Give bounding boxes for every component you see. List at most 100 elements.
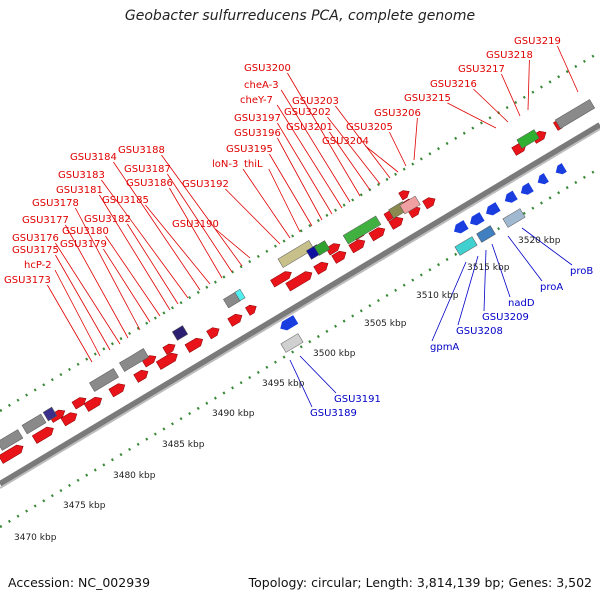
reverse-gene-label: proB <box>570 266 593 277</box>
backbone-line <box>0 122 600 487</box>
forward-gene-label: GSU3177 <box>22 215 69 226</box>
forward-gene-label: loN-3 <box>212 159 238 170</box>
leader-line-forward <box>280 89 351 203</box>
genome-backbone <box>0 122 600 489</box>
leader-line-reverse <box>521 227 573 266</box>
leader-line-forward <box>365 145 399 173</box>
leader-line-reverse <box>299 355 337 394</box>
gene-block <box>171 325 189 341</box>
forward-gene-label: GSU3186 <box>126 178 173 189</box>
forward-gene <box>31 426 54 444</box>
forward-gene-label: GSU3201 <box>286 122 333 133</box>
forward-gene-label: cheA-3 <box>244 80 279 91</box>
leader-line-forward <box>389 131 407 167</box>
forward-gene <box>60 412 78 427</box>
forward-gene <box>206 327 220 340</box>
forward-gene <box>48 409 66 423</box>
leader-line-forward <box>287 72 361 197</box>
leader-line-forward <box>161 154 243 267</box>
ruler-tick-label: 3505 kbp <box>364 319 407 329</box>
leader-line-forward <box>105 235 161 317</box>
forward-gene-label: GSU3217 <box>458 64 505 75</box>
leader-line-forward <box>327 116 381 185</box>
reverse-gene-block <box>502 208 526 228</box>
reverse-gene-label: nadD <box>508 298 535 309</box>
reverse-gene <box>555 163 567 175</box>
forward-gene-label: GSU3205 <box>346 122 393 133</box>
leader-line-forward <box>335 105 391 179</box>
reverse-gene-label: proA <box>540 282 563 293</box>
ruler-tick-label: 3500 kbp <box>313 349 356 359</box>
leader-line-forward <box>242 168 291 239</box>
leader-line-reverse <box>431 261 467 342</box>
forward-gene-label: GSU3175 <box>12 245 59 256</box>
leader-line-reverse <box>507 235 543 282</box>
gene-block <box>42 406 58 422</box>
ruler-tick-label: 3470 kbp <box>14 533 57 543</box>
leader-line-forward <box>473 88 509 123</box>
leader-line-forward <box>277 137 323 221</box>
leader-line-forward <box>215 228 251 259</box>
forward-gene-label: GSU3195 <box>226 144 273 155</box>
reverse-gene-block <box>280 333 304 353</box>
leader-line-forward <box>276 104 343 209</box>
leader-line-forward <box>99 194 171 311</box>
forward-gene-label: GSU3176 <box>12 233 59 244</box>
accession-text: Accession: NC_002939 <box>8 575 151 590</box>
reverse-gene <box>504 190 518 203</box>
forward-gene-label: GSU3200 <box>244 63 291 74</box>
leader-line-reverse <box>491 243 511 298</box>
reverse-gene-label: GSU3189 <box>310 408 357 419</box>
forward-gene-label: GSU3196 <box>234 128 281 139</box>
forward-gene-label: GSU3183 <box>58 170 105 181</box>
gene-block <box>342 215 382 245</box>
forward-gene-label: GSU3179 <box>60 239 107 250</box>
leader-line-reverse <box>483 249 487 312</box>
forward-gene <box>331 250 347 264</box>
leader-line-forward <box>501 73 521 117</box>
reverse-gene-label: GSU3209 <box>482 312 529 323</box>
ruler-tick-label: 3520 kbp <box>518 236 561 246</box>
leader-line-forward <box>47 284 93 363</box>
leader-line-reverse <box>289 359 313 408</box>
reverse-gene <box>485 202 501 216</box>
forward-gene-label: hcP-2 <box>24 260 52 271</box>
forward-gene-label: GSU3188 <box>118 145 165 156</box>
leader-line-forward <box>269 153 313 227</box>
gene-block <box>554 99 596 129</box>
gene-block <box>277 240 315 268</box>
ruler-tick-label: 3490 kbp <box>212 409 255 419</box>
gene-block <box>89 368 119 392</box>
forward-gene <box>398 190 410 201</box>
forward-gene-label: GSU3187 <box>124 164 171 175</box>
gene-block <box>0 429 24 451</box>
forward-gene <box>162 343 176 355</box>
leader-line-forward <box>127 223 179 305</box>
leader-line-forward <box>225 188 281 245</box>
forward-gene-label: GSU3206 <box>374 108 421 119</box>
ruler-tick-label: 3475 kbp <box>63 501 106 511</box>
page-title: Geobacter sulfurreducens PCA, complete g… <box>124 8 476 24</box>
reverse-gene <box>520 182 534 195</box>
label-leader-lines <box>47 45 579 408</box>
forward-gene <box>155 352 178 370</box>
forward-gene-label: cheY-7 <box>240 95 273 106</box>
reverse-gene <box>537 173 549 185</box>
reverse-gene <box>280 315 299 331</box>
leader-line-forward <box>101 179 189 299</box>
reverse-gene <box>469 212 485 226</box>
gene-features <box>0 99 596 464</box>
leader-line-forward <box>113 161 201 291</box>
ruler-tick-label: 3515 kbp <box>467 263 510 273</box>
forward-gene <box>313 261 329 275</box>
leader-line-forward <box>75 207 141 331</box>
gene-block <box>313 240 331 256</box>
forward-gene-label: GSU3173 <box>4 275 51 286</box>
forward-gene-label: GSU3180 <box>62 226 109 237</box>
leader-line-forward <box>54 269 101 357</box>
forward-gene <box>285 271 313 292</box>
leader-line-forward <box>268 168 301 233</box>
reverse-gene-label: GSU3208 <box>456 326 503 337</box>
